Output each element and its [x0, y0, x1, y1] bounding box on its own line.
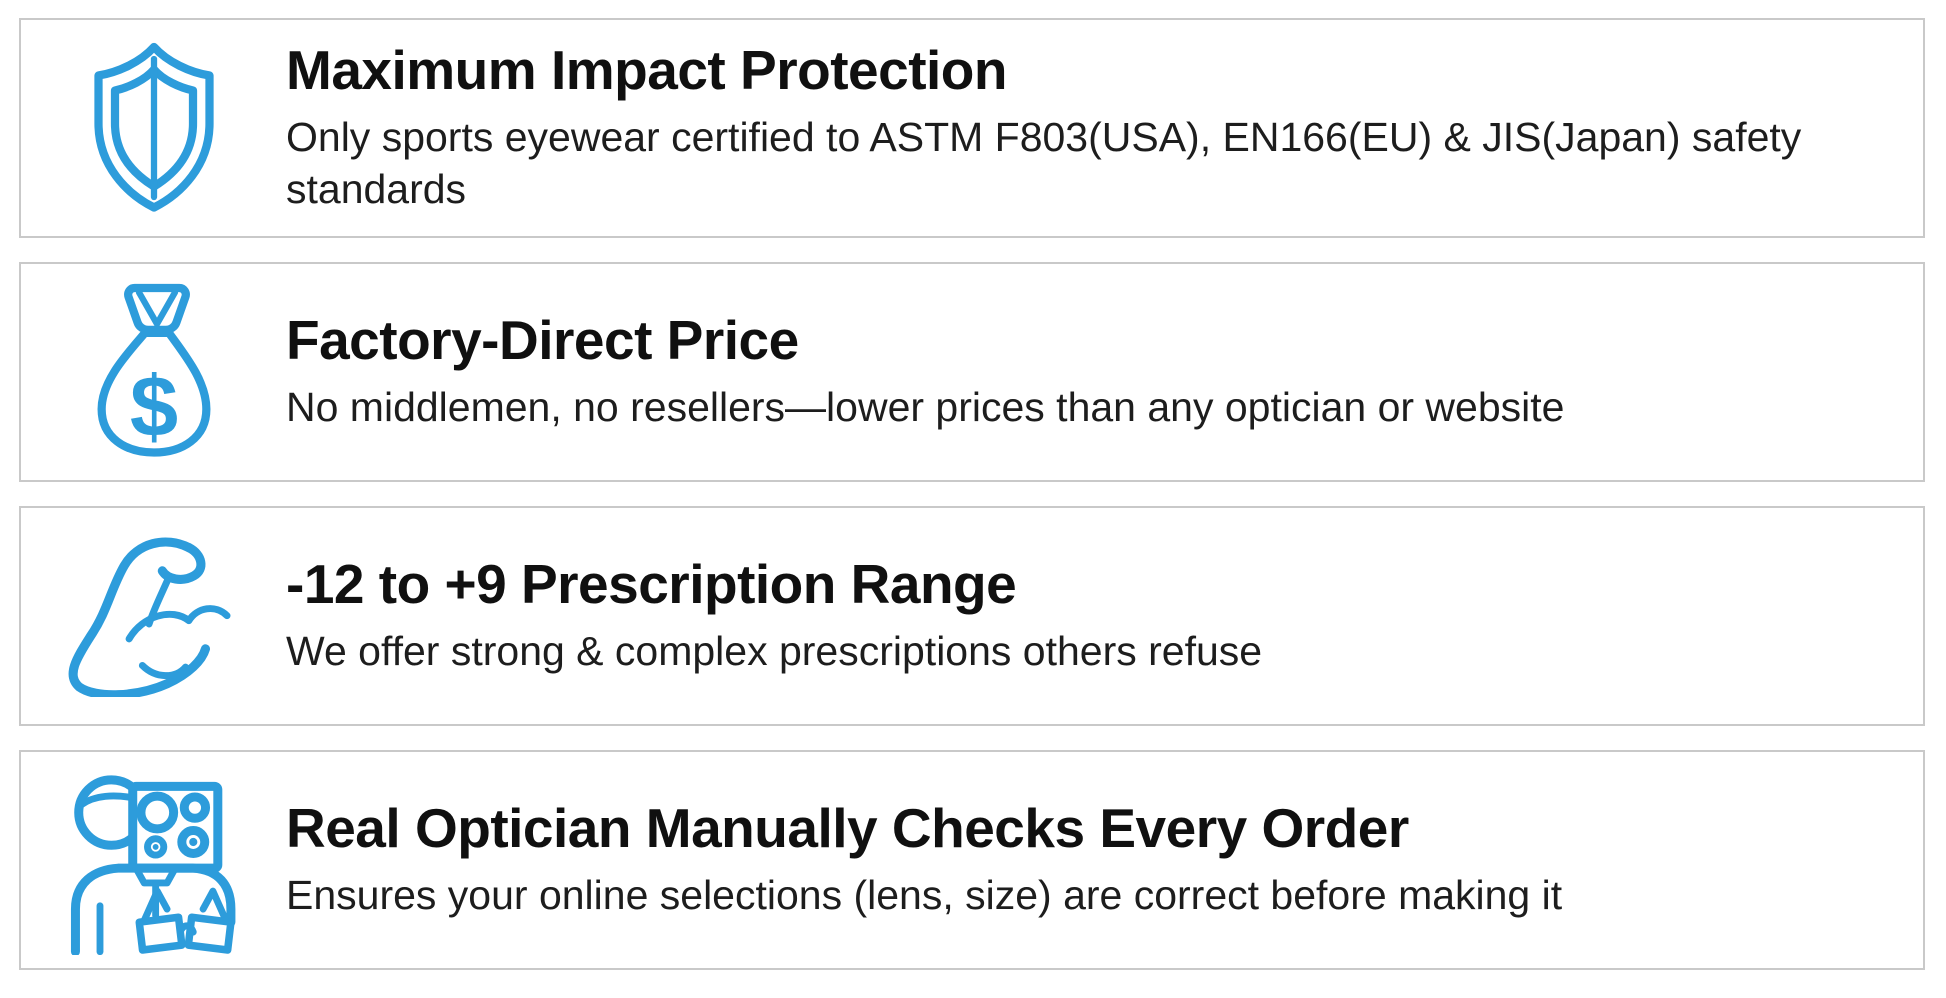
benefits-section: Maximum Impact Protection Only sports ey…	[19, 18, 1925, 970]
card-title: -12 to +9 Prescription Range	[286, 553, 1017, 616]
card-title: Factory-Direct Price	[286, 309, 799, 372]
text-area: -12 to +9 Prescription Range We offer st…	[286, 554, 1923, 677]
card-title: Real Optician Manually Checks Every Orde…	[286, 797, 1409, 860]
card-description: Only sports eyewear certified to ASTM F8…	[286, 113, 1802, 213]
optician-icon	[70, 775, 235, 955]
icon-area	[21, 536, 286, 697]
muscle-arm-icon	[68, 536, 231, 697]
icon-area: $	[21, 282, 286, 463]
benefit-card-prescription-range: -12 to +9 Prescription Range We offer st…	[19, 506, 1925, 726]
card-title: Maximum Impact Protection	[286, 39, 1007, 102]
benefit-card-optician-check: Real Optician Manually Checks Every Orde…	[19, 750, 1925, 970]
shield-icon	[93, 42, 214, 212]
icon-area	[21, 41, 286, 215]
card-description: We offer strong & complex prescriptions …	[286, 628, 1263, 675]
benefit-card-factory-direct-price: $ Factory-Direct Price No middlemen, no …	[19, 262, 1925, 482]
money-bag-icon: $	[97, 283, 210, 457]
text-area: Maximum Impact Protection Only sports ey…	[286, 40, 1923, 216]
benefit-card-impact-protection: Maximum Impact Protection Only sports ey…	[19, 18, 1925, 238]
dollar-sign: $	[129, 358, 177, 455]
text-area: Factory-Direct Price No middlemen, no re…	[286, 310, 1923, 433]
card-description: No middlemen, no resellers—lower prices …	[286, 384, 1565, 431]
icon-area	[21, 765, 286, 955]
card-description: Ensures your online selections (lens, si…	[286, 872, 1563, 919]
text-area: Real Optician Manually Checks Every Orde…	[286, 798, 1923, 921]
